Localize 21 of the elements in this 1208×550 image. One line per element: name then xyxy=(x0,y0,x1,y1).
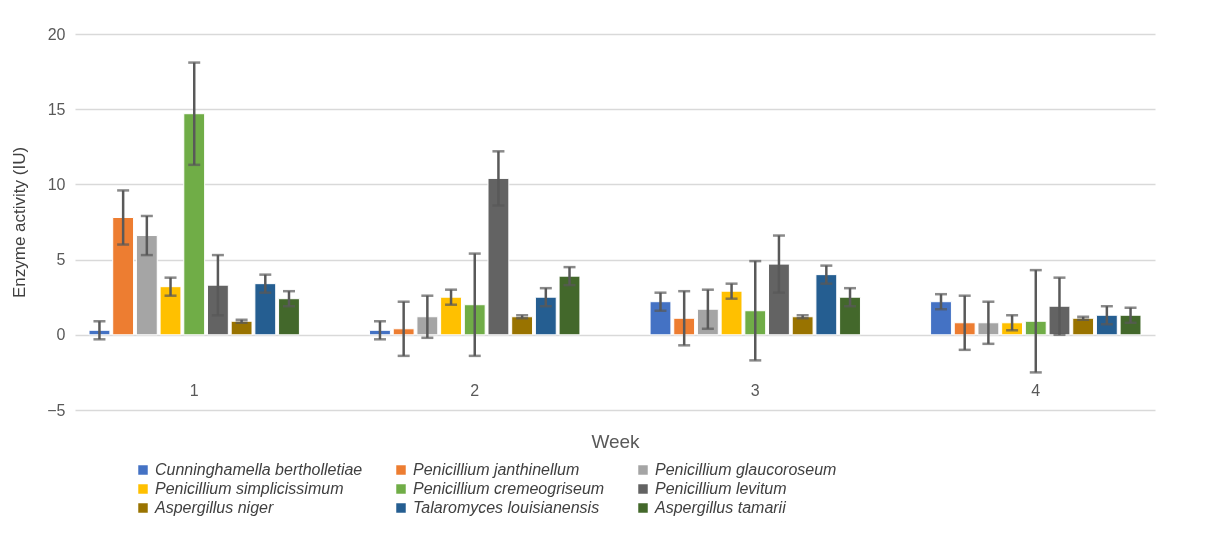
legend-label: Penicillium cremeogriseum xyxy=(413,480,605,497)
x-axis-title: Week xyxy=(591,430,641,452)
legend-label: Penicillium simplicissimum xyxy=(155,480,344,497)
legend-label: Talaromyces louisianensis xyxy=(413,499,600,516)
y-tick-label: −5 xyxy=(47,401,66,419)
x-tick-label: 3 xyxy=(750,381,760,399)
y-tick-label: 0 xyxy=(56,326,66,344)
x-tick-label: 1 xyxy=(189,381,199,399)
legend-label: Aspergillus tamarii xyxy=(654,499,787,516)
x-tick-label: 2 xyxy=(470,381,480,399)
y-axis-title: Enzyme activity (IU) xyxy=(10,146,30,299)
legend-label: Penicillium janthinellum xyxy=(413,461,580,478)
y-tick-label: 20 xyxy=(47,25,66,43)
y-tick-label: 15 xyxy=(47,100,66,118)
legend-label: Cunninghamella bertholletiae xyxy=(155,461,363,478)
legend-label: Penicillium glaucoroseum xyxy=(655,461,837,478)
legend-label: Penicillium levitum xyxy=(655,480,787,497)
y-tick-label: 5 xyxy=(56,251,66,269)
x-tick-label: 4 xyxy=(1031,381,1041,399)
legend-label: Aspergillus niger xyxy=(154,499,274,516)
y-tick-label: 10 xyxy=(47,175,66,193)
